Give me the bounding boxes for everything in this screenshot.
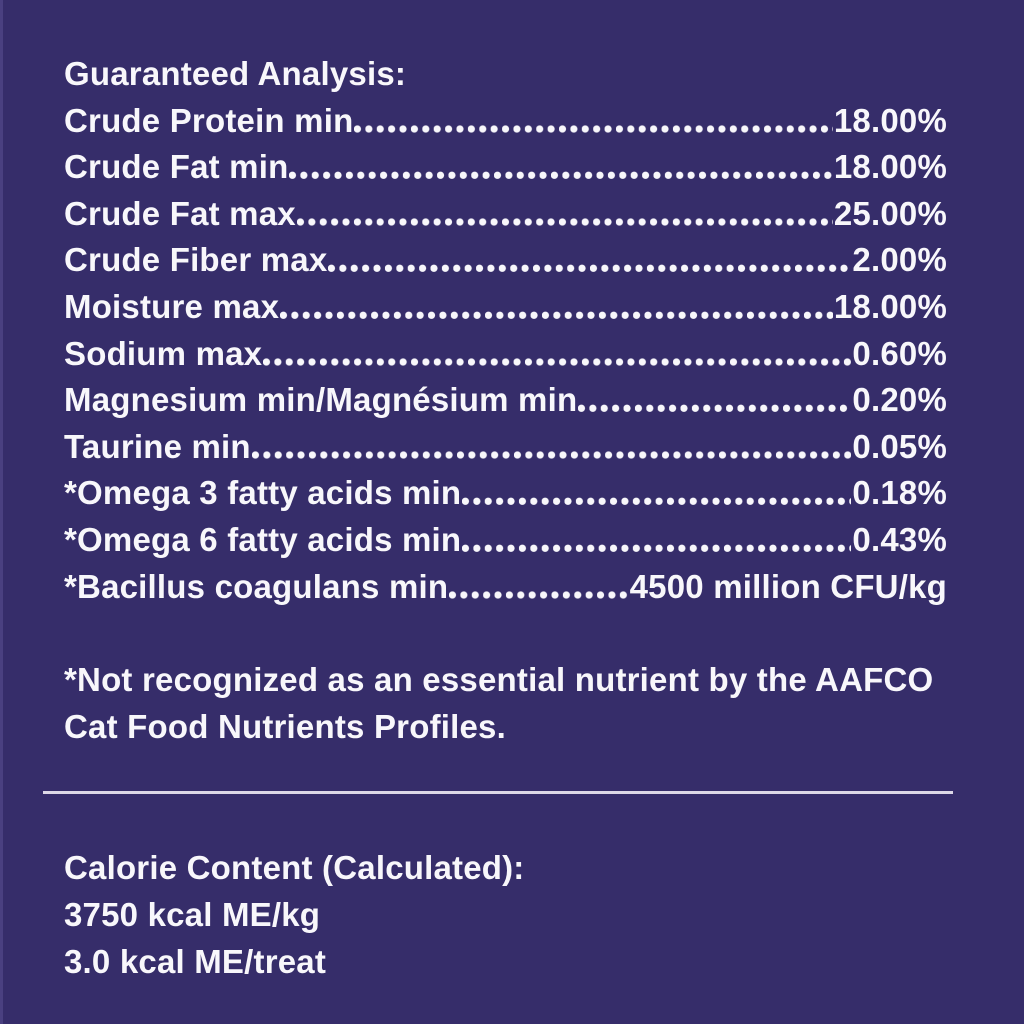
- analysis-row: Magnesium min/Magnésium min 0.20%: [64, 377, 947, 424]
- nutrient-value: 18.00%: [833, 148, 947, 186]
- dot-leader: [354, 97, 833, 145]
- nutrient-value: 0.43%: [852, 520, 947, 558]
- nutrient-value: 25.00%: [833, 194, 947, 232]
- nutrient-label: Taurine min: [64, 427, 251, 465]
- dot-leader: [462, 470, 852, 517]
- nutrient-label: Crude Protein min: [64, 101, 354, 139]
- dot-leader: [263, 330, 852, 378]
- nutrient-label: Moisture max: [64, 287, 280, 325]
- aafco-footnote: *Not recognized as an essential nutrient…: [64, 657, 947, 750]
- divider: [43, 791, 953, 795]
- dot-leader: [328, 237, 852, 284]
- calorie-content-heading: Calorie Content (Calculated):: [64, 849, 525, 887]
- calorie-content-section: Calorie Content (Calculated): 3750 kcal …: [64, 845, 947, 985]
- analysis-row: Crude Fat max 25.00%: [64, 190, 947, 238]
- nutrient-value: 0.20%: [852, 381, 947, 419]
- nutrient-value: 0.60%: [852, 334, 947, 372]
- nutrient-label: *Omega 3 fatty acids min: [64, 474, 462, 512]
- nutrient-label: *Bacillus coagulans min: [64, 567, 449, 605]
- label-panel: Guaranteed Analysis: Crude Protein min 1…: [43, 55, 953, 985]
- dot-leader: [280, 283, 833, 331]
- dot-leader: [462, 516, 852, 564]
- dot-leader: [578, 377, 852, 424]
- guaranteed-analysis-heading: Guaranteed Analysis:: [64, 55, 407, 92]
- left-edge-highlight: [0, 0, 3, 1024]
- nutrient-label: Crude Fat min: [64, 148, 289, 186]
- nutrient-value: 18.00%: [833, 101, 947, 139]
- calorie-value-kg: 3750 kcal ME/kg: [64, 895, 321, 933]
- dot-leader: [449, 563, 629, 611]
- nutrient-value: 18.00%: [833, 287, 947, 325]
- dot-leader: [251, 423, 852, 471]
- analysis-row: Crude Fiber max 2.00%: [64, 237, 947, 284]
- analysis-row: *Bacillus coagulans min 4500 million CFU…: [64, 563, 947, 611]
- analysis-row: *Omega 3 fatty acids min 0.18%: [64, 470, 947, 517]
- nutrient-label: Magnesium min/Magnésium min: [64, 381, 578, 419]
- nutrient-label: *Omega 6 fatty acids min: [64, 520, 462, 558]
- dot-leader: [296, 190, 833, 238]
- dot-leader: [289, 144, 833, 191]
- footnote-line: Cat Food Nutrients Profiles.: [64, 707, 506, 745]
- nutrient-label: Sodium max: [64, 334, 263, 372]
- analysis-row: Crude Protein min 18.00%: [64, 97, 947, 145]
- footnote-line: *Not recognized as an essential nutrient…: [64, 661, 934, 699]
- nutrient-label: Crude Fat max: [64, 194, 296, 232]
- analysis-row: Crude Fat min 18.00%: [64, 144, 947, 191]
- nutrient-label: Crude Fiber max: [64, 241, 328, 279]
- analysis-row: Moisture max 18.00%: [64, 283, 947, 331]
- nutrient-value: 4500 million CFU/kg: [629, 567, 947, 605]
- analysis-row: Taurine min 0.05%: [64, 423, 947, 471]
- analysis-row: Sodium max 0.60%: [64, 330, 947, 378]
- analysis-row: *Omega 6 fatty acids min 0.43%: [64, 516, 947, 564]
- nutrient-value: 0.05%: [852, 427, 947, 465]
- calorie-value-treat: 3.0 kcal ME/treat: [64, 942, 327, 980]
- nutrient-value: 0.18%: [852, 474, 947, 512]
- nutrient-value: 2.00%: [852, 241, 947, 279]
